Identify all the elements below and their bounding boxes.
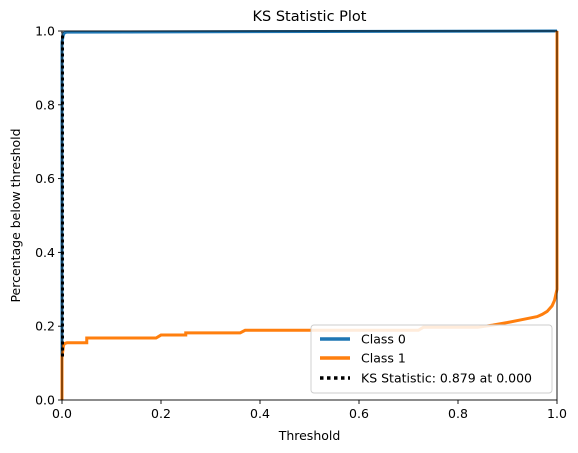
x-tick-label: 1.0 <box>547 406 567 421</box>
y-tick-label: 0.4 <box>35 245 55 260</box>
x-tick-label: 0.2 <box>151 406 171 421</box>
y-tick-label: 1.0 <box>35 24 55 39</box>
y-axis-ticks: 0.0 0.2 0.4 0.6 0.8 1.0 <box>35 24 62 408</box>
legend-box <box>310 324 553 394</box>
x-tick-label: 0.8 <box>448 406 468 421</box>
x-tick-label: 0.0 <box>52 406 72 421</box>
y-tick-label: 0.2 <box>35 319 55 334</box>
legend-label-ks-statistic: KS Statistic: 0.879 at 0.000 <box>361 371 532 386</box>
chart-title: KS Statistic Plot <box>253 9 367 25</box>
x-axis-ticks: 0.0 0.2 0.4 0.6 0.8 1.0 <box>52 400 567 421</box>
plot-frame <box>61 30 558 401</box>
y-tick-label: 0.0 <box>35 393 55 408</box>
x-axis-label: Threshold <box>278 428 341 443</box>
y-axis-label: Percentage below threshold <box>8 128 23 302</box>
legend-label-class-1: Class 1 <box>361 351 406 366</box>
x-tick-label: 0.4 <box>250 406 270 421</box>
series-line-class-1 <box>60 31 559 400</box>
y-tick-label: 0.8 <box>35 97 55 112</box>
y-tick-label: 0.6 <box>35 171 55 186</box>
x-tick-label: 0.6 <box>349 406 369 421</box>
legend: Class 0 Class 1 KS Statistic: 0.879 at 0… <box>310 324 553 394</box>
legend-label-class-0: Class 0 <box>361 332 406 347</box>
